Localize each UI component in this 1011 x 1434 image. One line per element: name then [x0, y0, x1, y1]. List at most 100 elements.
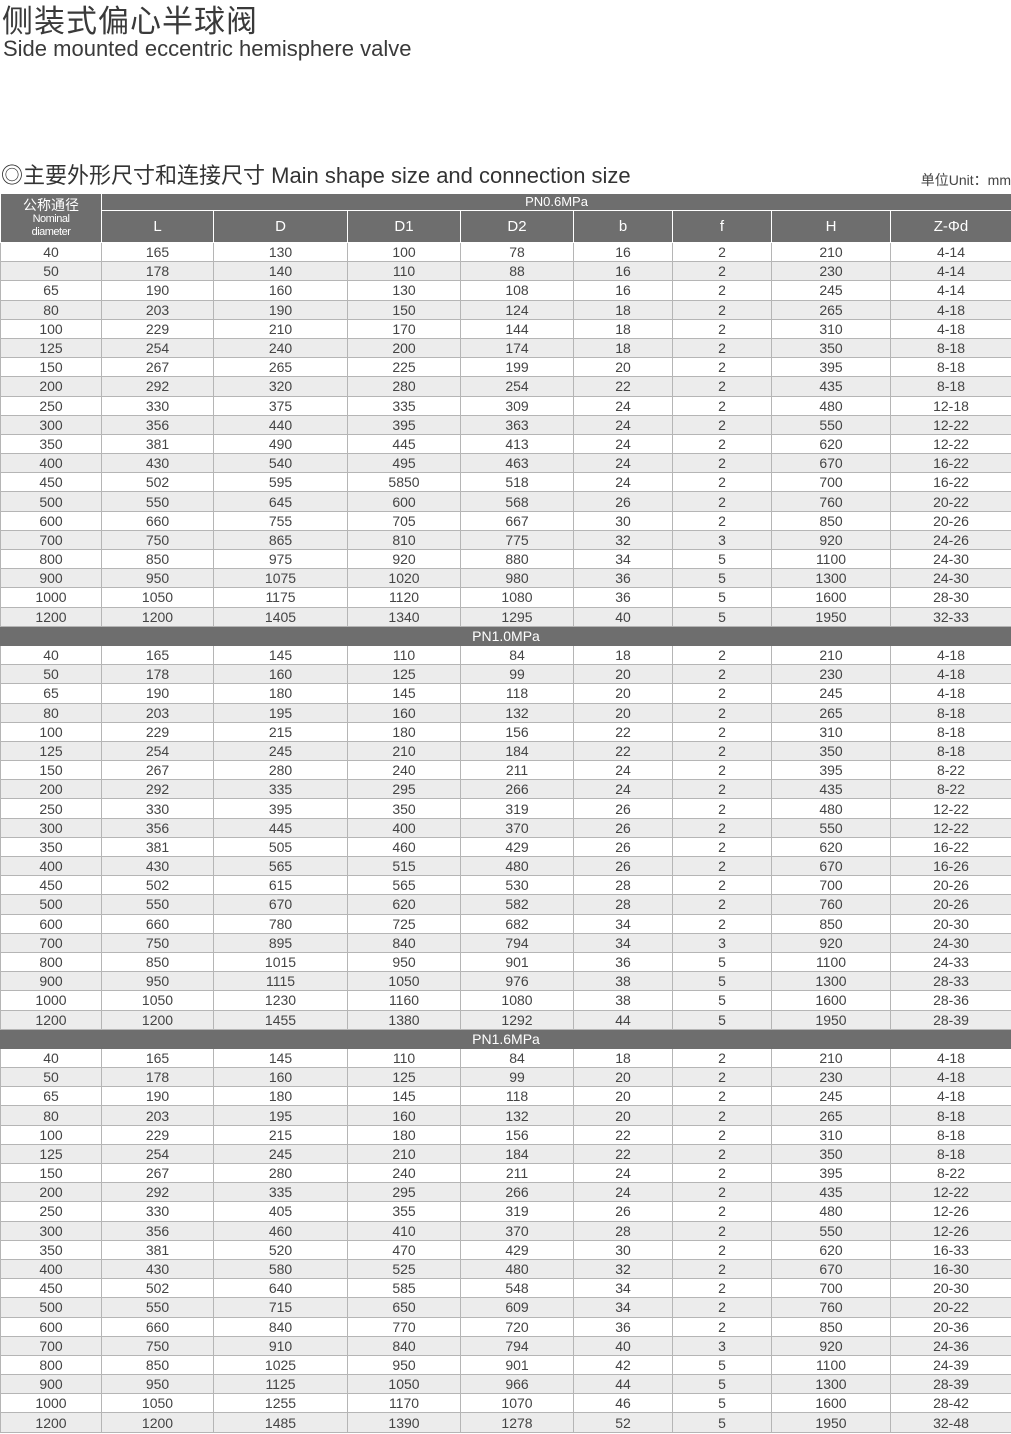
table-cell: 28-36	[890, 990, 1011, 1011]
table-cell: 190	[101, 1086, 214, 1107]
table-cell: 28-33	[890, 971, 1011, 992]
table-cell: 5	[672, 548, 772, 570]
table-cell: 16-33	[890, 1239, 1011, 1260]
table-cell: 600	[0, 1316, 102, 1337]
table-cell: 178	[101, 261, 214, 282]
table-cell: 28-42	[890, 1393, 1011, 1414]
table-cell: 12-22	[890, 817, 1011, 838]
table-cell: 2	[672, 280, 772, 301]
table-cell: 145	[347, 683, 461, 704]
table-cell: 210	[771, 644, 891, 666]
table-cell: 20-30	[890, 913, 1011, 934]
table-cell: 211	[460, 760, 574, 781]
table-cell: 156	[460, 721, 574, 742]
table-cell: 750	[101, 529, 214, 551]
table-row: 800 850 1015 950 901 36 5 1100 24-33	[0, 951, 1011, 973]
table-row: 100 229 215 180 156 22 2 310 8-18	[0, 1124, 1011, 1145]
table-cell: 2	[672, 1124, 772, 1145]
table-cell: 4-14	[890, 280, 1011, 301]
table-row: 1000 1050 1255 1170 1070 46 5 1600 28-42	[0, 1393, 1011, 1414]
table-cell: 615	[213, 875, 348, 896]
table-cell: 170	[347, 318, 461, 339]
table-row: 400 430 540 495 463 24 2 670 16-22	[0, 453, 1011, 474]
table-cell: 12-22	[890, 1182, 1011, 1203]
table-cell: 2	[672, 702, 772, 723]
table-cell: 203	[101, 299, 214, 320]
table-cell: 350	[771, 337, 891, 359]
table-cell: 88	[460, 261, 574, 282]
table-cell: 20-36	[890, 1316, 1011, 1337]
table-cell: 5	[672, 568, 772, 589]
table-cell: 900	[0, 568, 102, 589]
table-cell: 950	[101, 1374, 214, 1395]
table-row: 300 356 440 395 363 24 2 550 12-22	[0, 414, 1011, 435]
table-cell: 34	[573, 1297, 673, 1318]
table-cell: 184	[460, 1143, 574, 1165]
table-row: 300 356 460 410 370 28 2 550 12-26	[0, 1220, 1011, 1241]
table-cell: 760	[771, 491, 891, 512]
table-cell: 180	[213, 683, 348, 704]
table-cell: 400	[347, 817, 461, 838]
dimensions-table: 公称通径 Nominal diameter PN0.6MPa L D D1 D2 b f H…	[0, 193, 1011, 1433]
table-cell: 24-26	[890, 529, 1011, 551]
table-cell: 660	[101, 510, 214, 531]
table-cell: 34	[573, 913, 673, 934]
table-cell: 8-22	[890, 779, 1011, 800]
header-nominal-diameter: 公称通径 Nominal diameter	[0, 193, 102, 243]
table-cell: 350	[771, 740, 891, 762]
table-cell: 330	[101, 395, 214, 416]
table-row: 250 330 395 350 319 26 2 480 12-22	[0, 798, 1011, 819]
table-cell: 165	[101, 1047, 214, 1069]
table-cell: 1100	[771, 548, 891, 570]
table-cell: 400	[0, 453, 102, 474]
table-cell: 28-30	[890, 587, 1011, 608]
table-cell: 160	[347, 1105, 461, 1126]
table-cell: 132	[460, 1105, 574, 1126]
table-cell: 620	[771, 836, 891, 858]
table-cell: 682	[460, 913, 574, 934]
table-cell: 850	[771, 913, 891, 934]
table-cell: 250	[0, 1201, 102, 1222]
table-cell: 8-18	[890, 337, 1011, 359]
table-cell: 1200	[101, 1009, 214, 1030]
table-cell: 24	[573, 760, 673, 781]
table-row: 100 229 210 170 144 18 2 310 4-18	[0, 318, 1011, 339]
table-cell: 210	[771, 1047, 891, 1069]
table-cell: 310	[771, 318, 891, 339]
table-cell: 24-30	[890, 932, 1011, 953]
column-header: D2	[460, 210, 574, 243]
table-cell: 550	[771, 414, 891, 435]
table-cell: 267	[101, 760, 214, 781]
table-cell: 1340	[347, 606, 461, 627]
table-cell: 550	[101, 491, 214, 512]
table-cell: 50	[0, 261, 102, 282]
table-cell: 24	[573, 779, 673, 800]
table-cell: 150	[347, 299, 461, 320]
table-cell: 1080	[460, 587, 574, 608]
table-cell: 480	[771, 395, 891, 416]
table-cell: 144	[460, 318, 574, 339]
table-cell: 40	[573, 606, 673, 627]
table-cell: 1120	[347, 587, 461, 608]
table-cell: 4-18	[890, 1086, 1011, 1107]
table-row: 600 660 755 705 667 30 2 850 20-26	[0, 510, 1011, 531]
table-cell: 3	[672, 932, 772, 953]
table-cell: 34	[573, 548, 673, 570]
table-cell: 4-14	[890, 241, 1011, 263]
table-cell: 100	[0, 1124, 102, 1145]
table-cell: 502	[101, 472, 214, 493]
table-cell: 99	[460, 664, 574, 685]
table-cell: 1000	[0, 1393, 102, 1414]
table-cell: 20	[573, 357, 673, 378]
table-cell: 5	[672, 990, 772, 1011]
table-cell: 463	[460, 453, 574, 474]
table-cell: 184	[460, 740, 574, 762]
table-row: 700 750 910 840 794 40 3 920 24-36	[0, 1335, 1011, 1356]
table-row: 600 660 840 770 720 36 2 850 20-36	[0, 1316, 1011, 1337]
table-cell: 430	[101, 1258, 214, 1280]
table-cell: 310	[771, 721, 891, 742]
table-cell: 2	[672, 644, 772, 666]
table-cell: 300	[0, 817, 102, 838]
table-cell: 2	[672, 1143, 772, 1165]
table-cell: 1950	[771, 1009, 891, 1030]
